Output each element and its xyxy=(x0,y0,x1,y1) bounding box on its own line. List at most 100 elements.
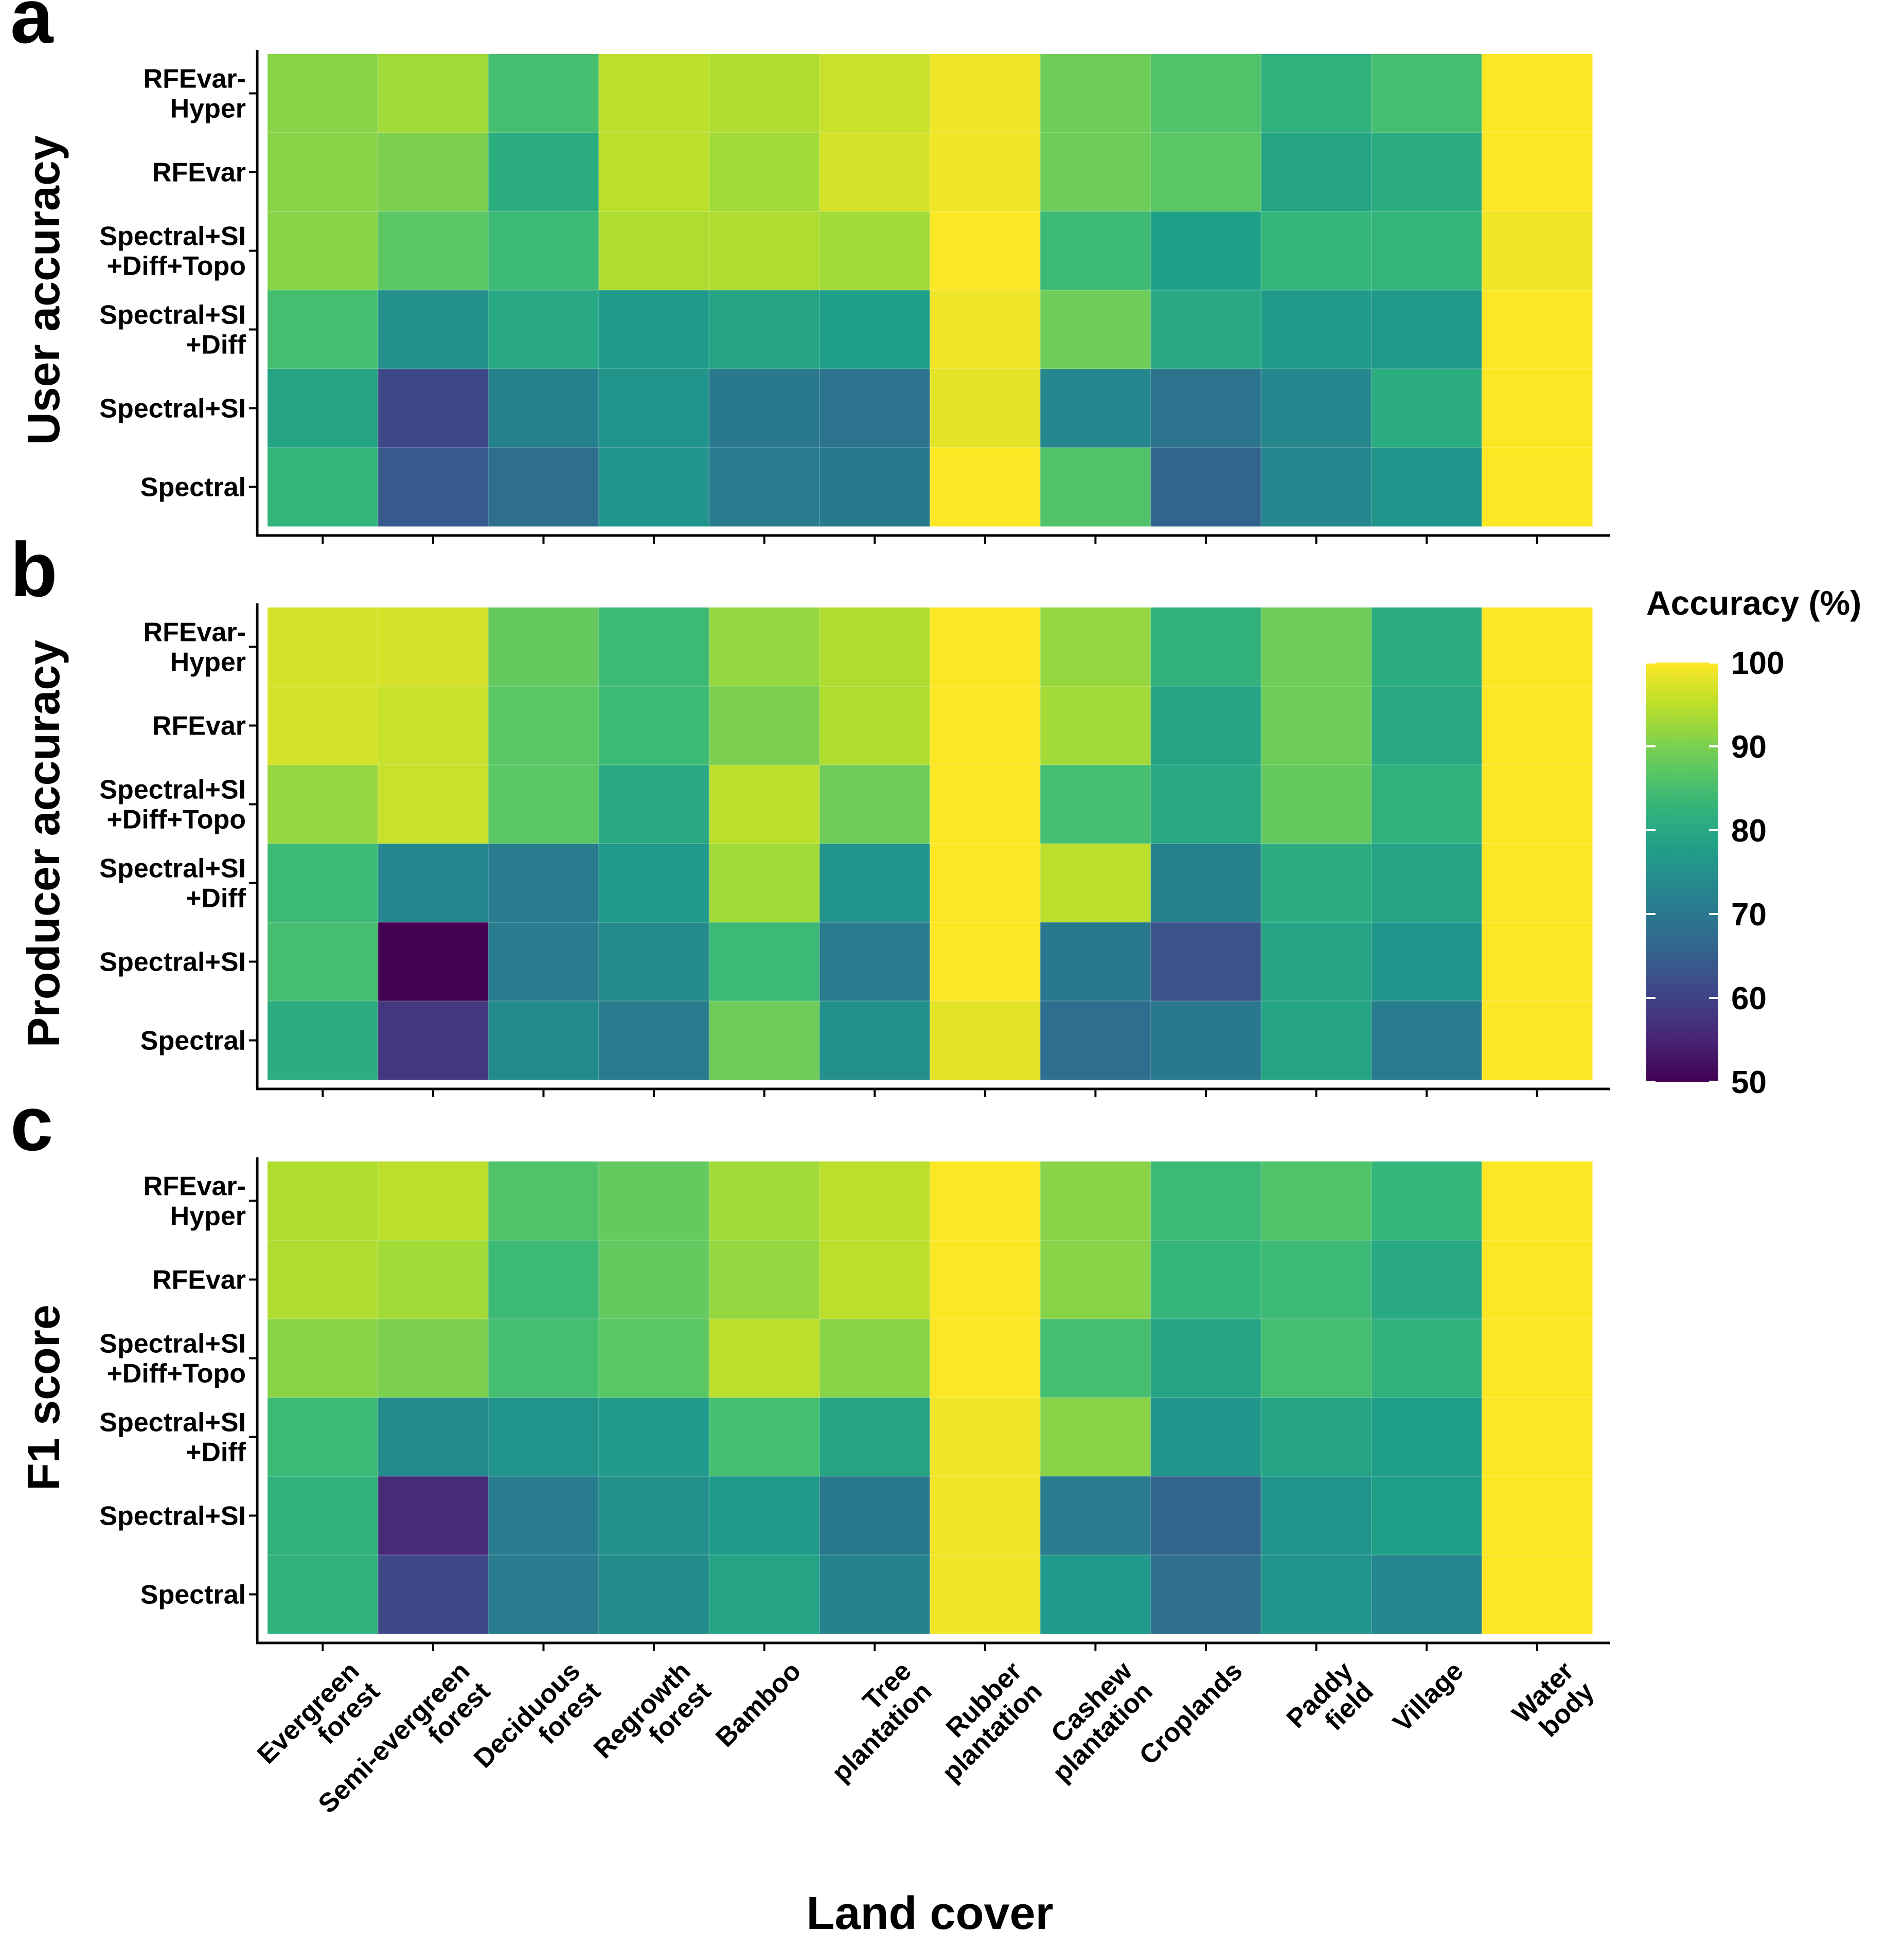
heatmap-cell xyxy=(1150,1161,1261,1241)
y-tick-label-line: +Diff+Topo xyxy=(106,805,246,835)
heatmap-cell xyxy=(1261,922,1372,1002)
heatmap-cell xyxy=(1371,369,1482,448)
heatmap-cell xyxy=(1371,1555,1482,1634)
heatmap-cell xyxy=(1040,844,1151,923)
heatmap-cell xyxy=(1371,133,1482,212)
heatmap-cell xyxy=(819,1555,930,1634)
heatmap-cell xyxy=(1482,54,1593,133)
heatmap-cell xyxy=(930,211,1041,291)
y-tick-label: Spectral xyxy=(140,1580,246,1610)
heatmap-cell xyxy=(378,1476,489,1555)
heatmap-cell xyxy=(268,1319,379,1398)
y-axis-title: User accuracy xyxy=(18,135,69,445)
heatmap-cell xyxy=(1150,1555,1261,1634)
heatmap-cell xyxy=(819,1001,930,1080)
heatmap-cell xyxy=(930,290,1041,369)
y-axis-title: Producer accuracy xyxy=(18,640,69,1047)
heatmap-cell xyxy=(1040,1001,1151,1080)
heatmap-cell xyxy=(378,211,489,291)
colorbar-tick-label: 70 xyxy=(1731,897,1767,933)
x-tick-label-line: Bamboo xyxy=(710,1656,807,1753)
heatmap-cell xyxy=(598,54,709,133)
heatmap-cell xyxy=(819,290,930,369)
heatmap-cell xyxy=(598,448,709,527)
heatmap-cell xyxy=(1261,844,1372,923)
heatmap-cell xyxy=(709,54,820,133)
heatmap-cell xyxy=(819,369,930,448)
heatmap-cell xyxy=(930,369,1041,448)
colorbar-title: Accuracy (%) xyxy=(1646,584,1861,622)
heatmap-cell xyxy=(1150,211,1261,291)
heatmap-cell xyxy=(1482,1161,1593,1241)
y-tick-label-line: RFEvar- xyxy=(144,1172,246,1202)
heatmap-cell xyxy=(1150,607,1261,687)
heatmap-cell xyxy=(378,686,489,765)
heatmap-cell xyxy=(488,1240,599,1319)
heatmap-cell xyxy=(1150,448,1261,527)
heatmap-cell xyxy=(1040,1398,1151,1477)
heatmap-cell xyxy=(930,133,1041,212)
heatmap-cell xyxy=(1040,211,1151,291)
heatmap-cell xyxy=(1261,369,1372,448)
heatmap-cell xyxy=(1150,1240,1261,1319)
heatmap-cell xyxy=(1040,765,1151,844)
heatmap-cell xyxy=(1150,1319,1261,1398)
heatmap-cell xyxy=(598,290,709,369)
heatmap-cell xyxy=(1482,1555,1593,1634)
heatmap-cell xyxy=(1150,290,1261,369)
heatmap-cell xyxy=(1371,1319,1482,1398)
y-tick-label-line: +Diff xyxy=(186,1438,246,1468)
heatmap-cell xyxy=(268,211,379,291)
heatmap-cell xyxy=(819,54,930,133)
heatmap-cell xyxy=(598,686,709,765)
heatmap-cell xyxy=(930,1555,1041,1634)
heatmap-cell xyxy=(709,922,820,1002)
heatmap-cell xyxy=(1261,1555,1372,1634)
heatmap-cell xyxy=(1040,922,1151,1002)
heatmap-cell xyxy=(1040,1555,1151,1634)
colorbar-tick-label: 100 xyxy=(1731,646,1784,681)
y-tick-label-line: Hyper xyxy=(170,94,246,124)
heatmap-cell xyxy=(1482,765,1593,844)
heatmap-cell xyxy=(488,1161,599,1241)
heatmap-cell xyxy=(1040,133,1151,212)
heatmap-cell xyxy=(1150,1001,1261,1080)
heatmap-cell xyxy=(1150,369,1261,448)
heatmap-cell xyxy=(378,922,489,1002)
y-tick-label: Spectral+SI xyxy=(99,947,246,977)
x-tick-label: Waterbody xyxy=(1507,1656,1600,1749)
heatmap-cell xyxy=(1040,1161,1151,1241)
heatmap-cell xyxy=(819,211,930,291)
heatmap-cell xyxy=(598,1398,709,1477)
heatmap-cell xyxy=(1371,1398,1482,1477)
heatmap-cell xyxy=(1150,1476,1261,1555)
heatmap-cell xyxy=(378,1240,489,1319)
heatmap-cell xyxy=(268,607,379,687)
y-tick-label: RFEvar-Hyper xyxy=(144,64,246,124)
heatmap-cell xyxy=(819,765,930,844)
heatmap-cell xyxy=(930,844,1041,923)
x-tick-label-line: Village xyxy=(1387,1656,1469,1738)
heatmap-cell xyxy=(1150,686,1261,765)
heatmap-cell xyxy=(1482,844,1593,923)
y-tick-label: Spectral+SI +Diff+Topo xyxy=(99,775,246,835)
heatmap-cell xyxy=(1040,1240,1151,1319)
heatmap-cell xyxy=(1261,448,1372,527)
heatmap-cell xyxy=(930,1319,1041,1398)
heatmap-cell xyxy=(268,922,379,1002)
colorbar-gradient xyxy=(1646,663,1718,1082)
heatmap-cell xyxy=(268,765,379,844)
heatmap-cell xyxy=(268,133,379,212)
y-tick-label-line: Spectral xyxy=(140,1580,246,1610)
heatmap-cell xyxy=(819,1240,930,1319)
panel-letter: b xyxy=(10,526,58,613)
y-tick-label-line: Spectral+SI xyxy=(99,947,246,977)
heatmap-cell xyxy=(488,448,599,527)
heatmap-cell xyxy=(709,1001,820,1080)
colorbar-tick-label: 80 xyxy=(1731,813,1767,849)
heatmap-cell xyxy=(1371,1001,1482,1080)
x-tick-label: Village xyxy=(1387,1656,1469,1738)
heatmap-cell xyxy=(1482,922,1593,1002)
y-tick-label: Spectral+SI xyxy=(99,1501,246,1531)
